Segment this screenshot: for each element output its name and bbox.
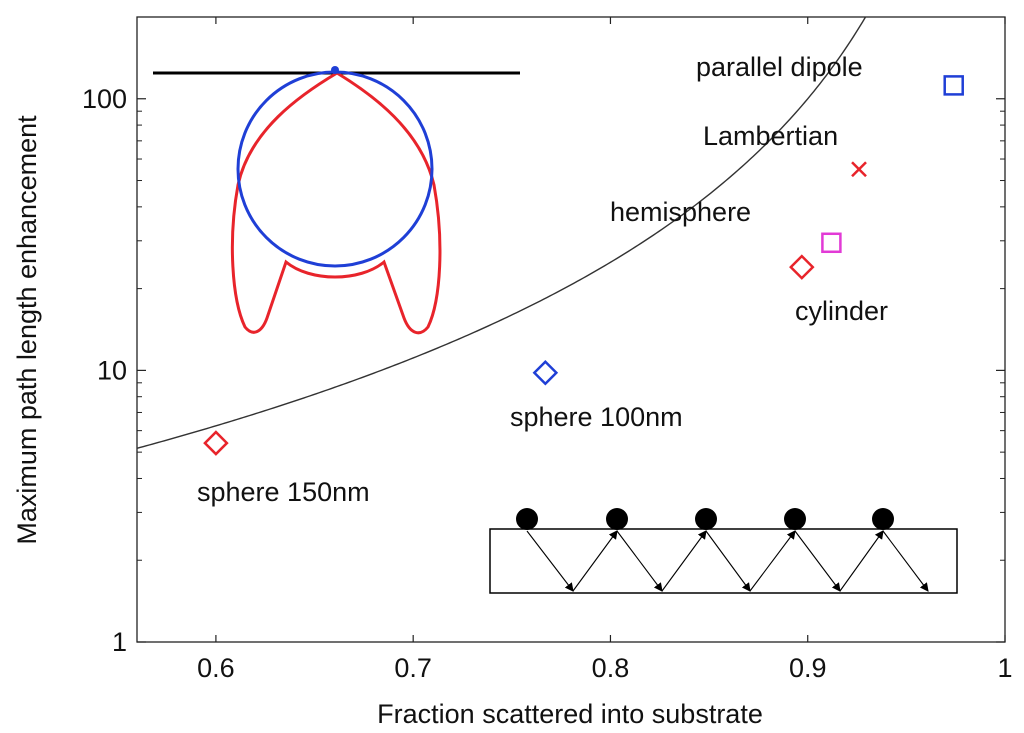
- particle: [784, 508, 806, 530]
- plot-frame: [136, 16, 1006, 643]
- ray-arrow: [705, 530, 751, 592]
- y-axis-label: Maximum path length enhancement: [12, 115, 42, 545]
- marker-parallel-dipole: [943, 75, 964, 96]
- particle: [516, 508, 538, 530]
- annotation-sphere-150nm: sphere 150nm: [197, 477, 370, 507]
- marker-hemisphere: [821, 232, 842, 254]
- scattering-diagram-inset: [489, 508, 958, 594]
- y-tick-label: 100: [82, 84, 127, 114]
- marker-sphere-100nm: [532, 359, 559, 386]
- particle: [606, 508, 628, 530]
- marker-sphere-150nm: [203, 430, 229, 456]
- ray-arrow: [526, 530, 574, 592]
- x-tick-label: 0.7: [394, 653, 432, 683]
- x-axis-label: Fraction scattered into substrate: [377, 699, 763, 729]
- annotation-hemisphere: hemisphere: [610, 197, 751, 227]
- y-tick-label: 10: [97, 355, 127, 385]
- bounce-arrows: [526, 530, 929, 592]
- annotation-lambertian: Lambertian: [703, 121, 838, 151]
- x-tick-label: 0.8: [592, 653, 630, 683]
- data-markers: [203, 75, 964, 456]
- red-lobed-pattern: [230, 71, 442, 335]
- x-axis: 0.6 0.7 0.8 0.9 1: [197, 17, 1013, 683]
- dipole-dot: [331, 66, 339, 74]
- annotation-cylinder: cylinder: [795, 296, 888, 326]
- marker-lambertian: [851, 161, 867, 178]
- substrate-box: [489, 528, 958, 594]
- annotation-sphere-100nm: sphere 100nm: [510, 402, 683, 432]
- blue-circle-pattern: [236, 70, 434, 268]
- limit-curve: [136, 16, 867, 449]
- x-tick-label: 0.9: [789, 653, 827, 683]
- y-axis: 1 10 100: [82, 16, 1005, 657]
- particle: [695, 508, 717, 530]
- x-tick-label: 1: [997, 653, 1012, 683]
- x-tick-label: 0.6: [197, 653, 235, 683]
- radiation-pattern-inset: [153, 66, 520, 335]
- ray-arrow: [839, 530, 884, 592]
- marker-cylinder: [789, 254, 815, 280]
- annotation-parallel-dipole: parallel dipole: [696, 52, 863, 82]
- ray-arrow: [572, 530, 618, 592]
- ray-arrow: [661, 530, 707, 592]
- y-tick-label: 1: [112, 627, 127, 657]
- ray-arrow: [882, 530, 929, 592]
- ray-arrow: [794, 530, 841, 592]
- particle: [872, 508, 894, 530]
- ray-arrow: [616, 530, 663, 592]
- ray-arrow: [749, 530, 796, 592]
